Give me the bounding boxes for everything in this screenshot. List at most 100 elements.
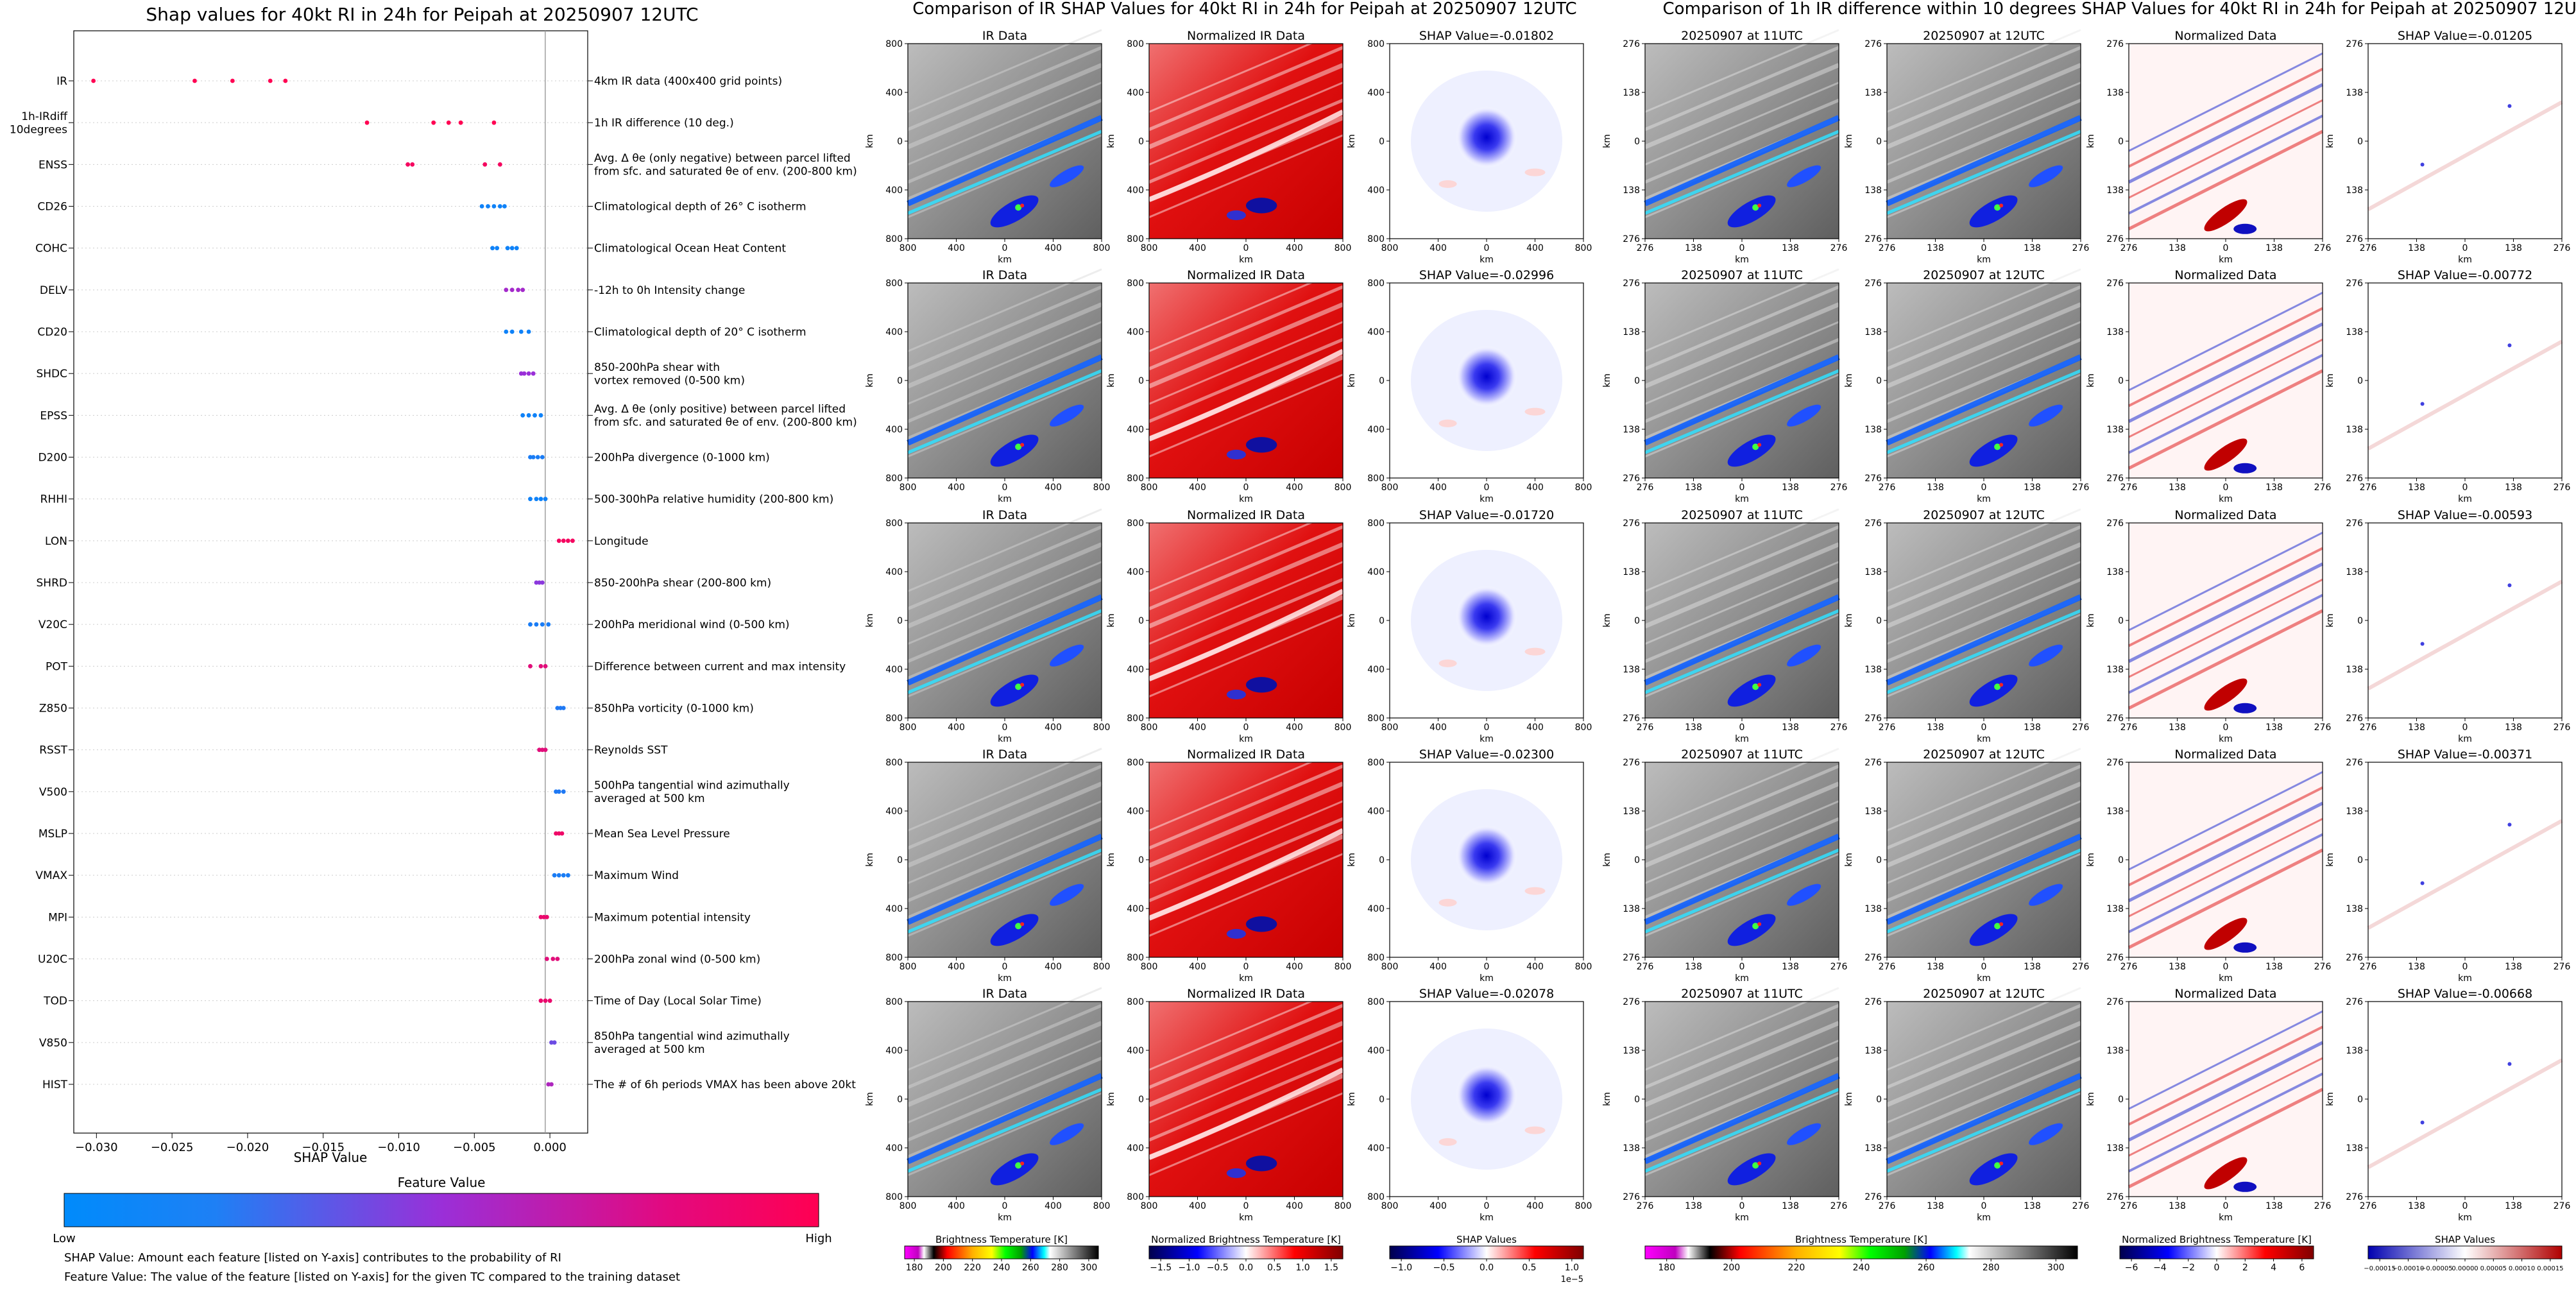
feature-descriptions: 4km IR data (400x400 grid points) 1h IR d… (588, 75, 857, 1091)
cloud-streak (1886, 1021, 2082, 1107)
x-tick-label: 0.000 (533, 1141, 567, 1154)
ir-shap-panel: SHAP Value=-0.01802800800400400004004008… (1347, 29, 1592, 265)
y-tick-label: 276 (2106, 474, 2124, 484)
x-axis-ticks: −0.030 −0.025 −0.020 −0.015 −0.010 −0.005 0.00… (75, 1133, 567, 1154)
panel-title: 20250907 at 11UTC (1681, 747, 1803, 762)
colorbar-tick-label: 0.00005 (2480, 1265, 2507, 1272)
normalized-band (1148, 1067, 1344, 1160)
x-axis-label: km (1735, 1213, 1749, 1223)
convective-band (1644, 833, 1840, 925)
shap-positive-spot (1438, 659, 1457, 667)
diff-streak (2128, 83, 2324, 184)
shap-point-negative (2507, 823, 2512, 827)
shap-point (565, 538, 570, 543)
shap-point (561, 538, 566, 543)
convective-core (1015, 1162, 1022, 1169)
x-tick-label: 276 (1879, 243, 1896, 253)
shap-point (558, 706, 563, 710)
x-axis-label: km (2458, 494, 2472, 504)
colorbar-tick-label: 0.00015 (2537, 1265, 2563, 1272)
x-tick-label: 400 (1526, 722, 1544, 733)
shap-vortex-negative (1456, 585, 1517, 647)
diff-negative-cluster (2233, 703, 2257, 713)
x-tick-label: 0 (1484, 243, 1490, 253)
diff-shap-panel: SHAP Value=-0.00371276276138138001381382… (2325, 747, 2570, 984)
x-tick-label: 276 (2072, 1201, 2090, 1211)
y-tick-label: 0 (2357, 376, 2363, 386)
y-axis-label: km (2325, 1092, 2335, 1106)
convective-cluster (1727, 1153, 1776, 1186)
y-tick-label: 0 (1634, 855, 1640, 866)
y-tick-label: 0 (1634, 1095, 1640, 1105)
x-tick-label: 276 (2072, 962, 2090, 972)
x-tick-label: 138 (2024, 722, 2041, 733)
colorbar-tick-label: 240 (993, 1263, 1011, 1273)
x-tick-label: 0 (1739, 722, 1745, 733)
colorbar-gradient (2367, 1245, 2563, 1259)
cloud-streak (1148, 373, 1343, 457)
y-tick-label: 276 (2106, 713, 2124, 724)
y-tick-label: 138 (1864, 567, 1882, 577)
diff-positive-cluster (2204, 438, 2248, 471)
x-tick-label: 276 (2554, 243, 2571, 253)
ir-diff-shap-comparison: Comparison of 1h IR difference within 10… (1602, 0, 2576, 1273)
shap-image-background (2368, 523, 2562, 718)
y-tick-label: 400 (1127, 425, 1144, 435)
y-tick-label: 800 (1367, 39, 1385, 49)
x-tick-label: 138 (2024, 962, 2041, 972)
normalized-ir-image (1149, 44, 1343, 239)
shap-point (504, 329, 509, 334)
shap-point (544, 957, 549, 961)
x-tick-label: 276 (2314, 482, 2332, 493)
cloud-streak (907, 321, 1102, 405)
shap-image-background (2368, 283, 2562, 478)
cloud-streak (1886, 817, 2081, 903)
colorbar-tick-label: 180 (906, 1263, 923, 1273)
feature-description-label: 850hPa vorticity (0-1000 km) (594, 703, 754, 715)
cloud-streak (1644, 1056, 1839, 1142)
panel-title: Normalized IR Data (1187, 268, 1305, 282)
y-tick-label: 138 (2106, 185, 2124, 196)
x-tick-label: 0 (2223, 722, 2229, 733)
convective-cluster (1727, 195, 1776, 228)
ir-colorbars: Brightness Temperature [K] 180 200 220 240 26… (904, 1234, 1584, 1285)
shap-panel-title: SHAP Value=-0.01720 (1419, 508, 1554, 522)
shap-point (544, 914, 549, 919)
y-tick-label: 800 (1367, 758, 1385, 768)
x-tick-label: 138 (1927, 1201, 1944, 1211)
x-tick-label: 800 (1575, 722, 1592, 733)
shap-point (528, 663, 533, 669)
cloud-streak (1148, 321, 1343, 405)
normalized-core (1226, 210, 1246, 221)
y-tick-label: 138 (1623, 88, 1640, 98)
feature-name-label: V850 (39, 1037, 67, 1050)
feature-name-label: U20C (38, 953, 67, 966)
shap-panel-title: SHAP Value=-0.00772 (2398, 268, 2532, 282)
y-tick-label: 400 (1367, 88, 1385, 98)
cloud-streak (1644, 525, 1839, 611)
feature-description-label: Climatological depth of 26° C isotherm (594, 201, 806, 214)
convective-cluster (1969, 195, 2018, 228)
x-tick-label: 0 (2223, 243, 2229, 253)
x-tick-label: 0 (1002, 243, 1008, 253)
shap-point (542, 914, 547, 919)
x-axis-label: km (998, 973, 1012, 984)
x-axis-label: km (1480, 255, 1494, 265)
y-tick-label: 400 (885, 1143, 903, 1154)
normalized-band (1148, 828, 1344, 921)
convective-cluster (1787, 884, 1821, 906)
panel-title: IR Data (982, 268, 1027, 282)
x-tick-label: 800 (900, 482, 917, 493)
x-tick-label: 138 (1927, 962, 1944, 972)
convective-core (1999, 922, 2004, 926)
feature-name-label: V20C (38, 619, 67, 631)
convective-core (1020, 922, 1025, 926)
y-tick-label: 276 (1623, 713, 1640, 724)
x-tick-label: 138 (2505, 482, 2522, 493)
shap-point (535, 455, 540, 459)
diff-positive-cluster (2204, 1157, 2248, 1190)
x-tick-label: 276 (2120, 482, 2138, 493)
y-tick-label: 800 (1127, 953, 1144, 963)
shap-point (538, 663, 543, 669)
